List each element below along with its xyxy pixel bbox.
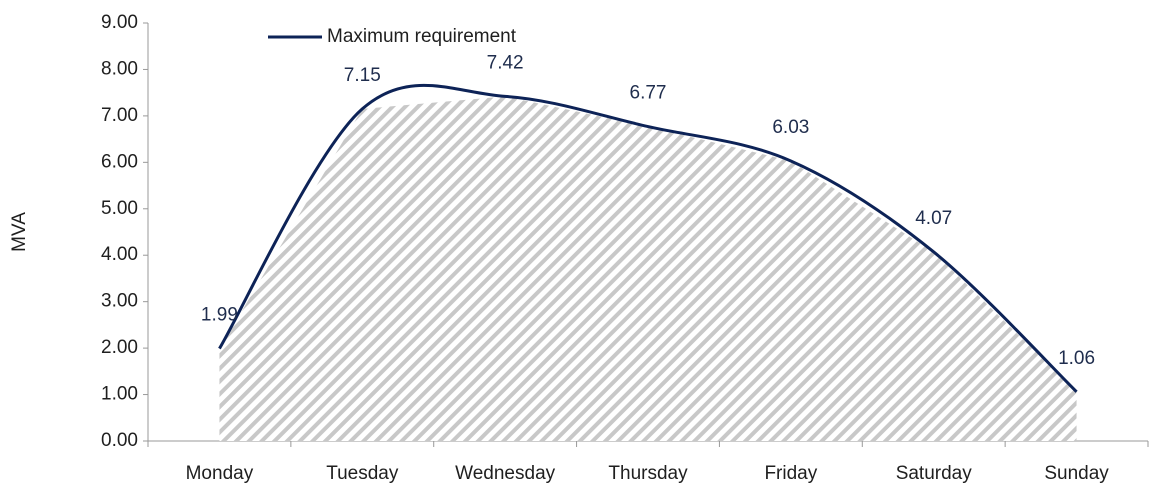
area [219,96,1077,441]
y-tick-label: 9.00 [101,12,138,33]
data-label: 7.15 [344,65,381,86]
data-label: 4.07 [915,208,952,229]
x-tick-label: Monday [186,463,254,484]
line [218,83,1078,393]
x-tick-label: Tuesday [326,463,399,484]
y-tick-label: 6.00 [101,151,138,172]
y-tick-label: 4.00 [101,244,138,265]
x-tick-label: Friday [764,463,817,484]
y-tick-label: 1.00 [101,384,138,405]
data-label: 1.06 [1058,348,1095,369]
y-axis-label: MVA [9,212,30,252]
x-tick-label: Thursday [608,463,688,484]
y-tick-label: 8.00 [101,58,138,79]
data-label: 6.77 [630,83,667,104]
x-tick-label: Sunday [1044,463,1109,484]
y-tick-label: 5.00 [101,198,138,219]
y-tick-label: 0.00 [101,430,138,451]
data-label: 6.03 [772,117,809,138]
legend-label: Maximum requirement [327,26,517,47]
x-tick-label: Wednesday [455,463,555,484]
x-tick-label: Saturday [896,463,973,484]
y-tick-label: 2.00 [101,337,138,358]
data-label: 7.42 [487,52,524,73]
y-tick-label: 7.00 [101,105,138,126]
y-tick-label: 3.00 [101,291,138,312]
data-label: 1.99 [201,305,238,326]
